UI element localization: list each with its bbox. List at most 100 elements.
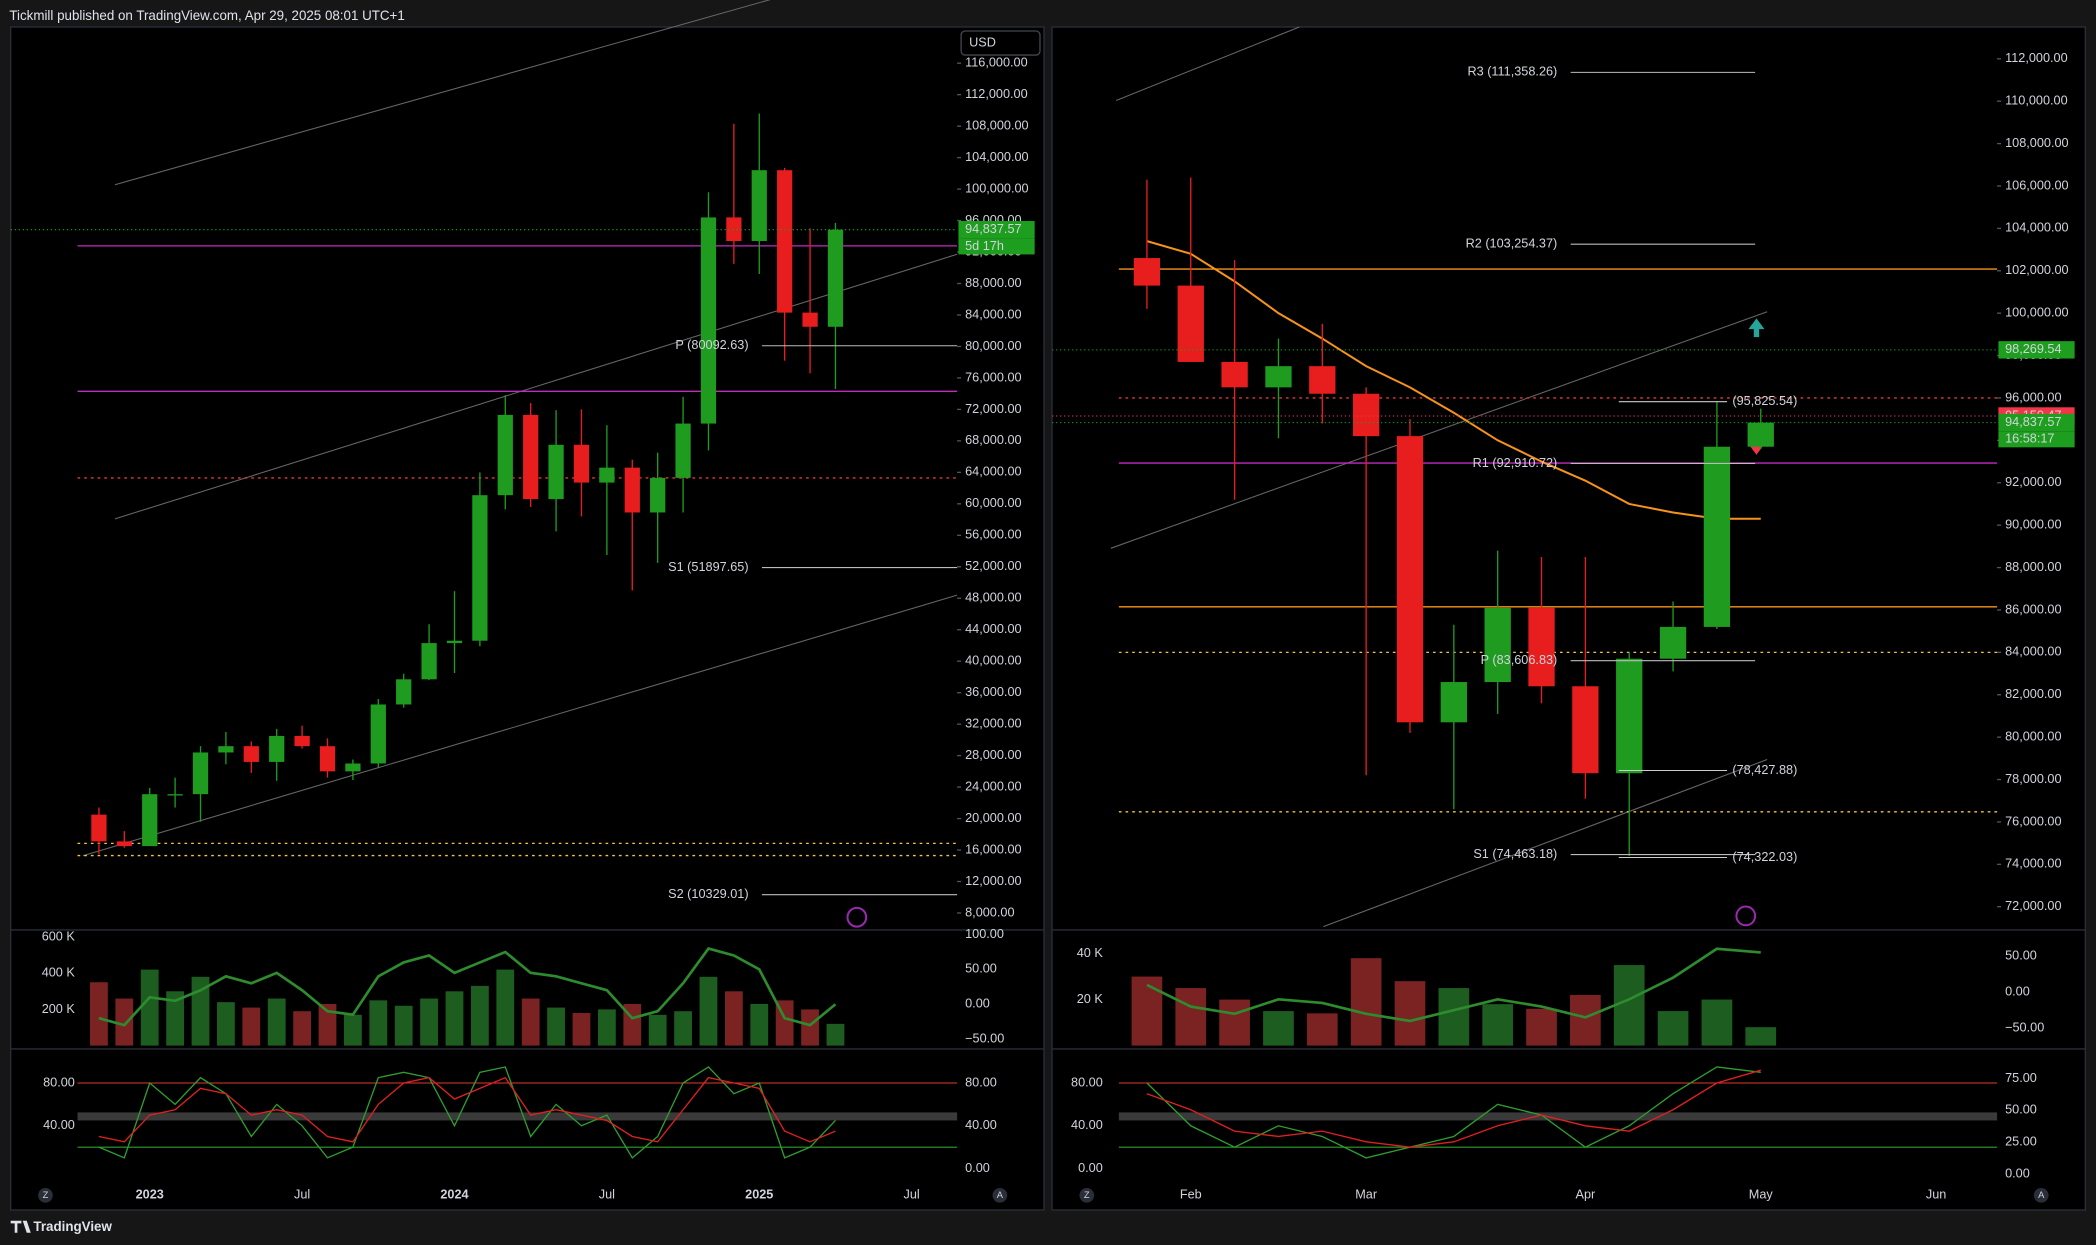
volume-tick-label: 20 K (1077, 992, 1104, 1006)
volume-bar (826, 1023, 845, 1046)
candle-body (1221, 361, 1248, 388)
right-panel (1051, 26, 2086, 1211)
volume-bar (394, 1005, 413, 1046)
candle-body (548, 444, 564, 500)
scale-button[interactable] (1079, 1187, 1095, 1203)
oscillator-tick-label: 0.00 (2005, 1166, 2030, 1180)
y-tick-label: 80,000.00 (2005, 730, 2061, 744)
oscillator-tick-label: 80.00 (965, 1075, 997, 1089)
alert-icon[interactable] (1735, 905, 1757, 927)
candle-body (650, 477, 666, 513)
momentum-line (98, 946, 837, 1027)
candle-body (294, 735, 310, 747)
y-tick-label: 32,000.00 (965, 717, 1021, 731)
volume-bar (166, 991, 185, 1046)
oscillator-tick-label: 40.00 (1071, 1118, 1103, 1132)
scale-button[interactable] (38, 1187, 53, 1203)
y-tick-label: 72,000.00 (965, 402, 1021, 416)
currency-label[interactable]: USD (969, 35, 996, 49)
candle-body (1352, 393, 1380, 437)
price-tag-label: 94,837.57 (965, 222, 1021, 236)
oscillator-line (1146, 1066, 1761, 1159)
volume-bar (1263, 1011, 1294, 1046)
scale-button-label[interactable]: A (2038, 1190, 2045, 1200)
volume-bar (674, 1011, 692, 1046)
candle-body (1747, 422, 1774, 447)
countdown: 5d 17h (965, 239, 1004, 253)
x-tick-label: Jul (599, 1188, 615, 1202)
volume-bar (420, 998, 438, 1046)
volume-bar (648, 1014, 667, 1046)
y-tick-label: 12,000.00 (965, 874, 1021, 888)
candle-body (1659, 626, 1687, 659)
volume-bar (1526, 1008, 1557, 1046)
volume-bar (496, 969, 515, 1046)
candle-body (497, 414, 513, 496)
pivot-label: P (80092.63) (675, 338, 748, 352)
tradingview-logo (10, 1220, 31, 1233)
currency-button[interactable] (960, 30, 1041, 56)
y-tick-label: 112,000.00 (2005, 51, 2068, 65)
oscillator-line (98, 1066, 836, 1159)
volume-bar (1657, 1011, 1689, 1046)
y-tick-label: 16,000.00 (965, 842, 1021, 856)
price-tag-label: 94,837.57 (2005, 415, 2061, 429)
x-tick-label: Feb (1180, 1188, 1202, 1202)
candle-body (269, 735, 285, 762)
oscillator-tick-label: 80.00 (1071, 1075, 1103, 1089)
volume-bar (1701, 999, 1733, 1046)
scale-button-label[interactable]: A (997, 1190, 1004, 1200)
oscillator-tick-label: 0.00 (1078, 1161, 1103, 1175)
y-tick-label: 76,000.00 (965, 370, 1021, 384)
oscillator-tick-label: 40.00 (965, 1118, 997, 1132)
candle-body (1528, 607, 1555, 687)
x-tick-label: 2023 (136, 1188, 164, 1202)
volume-bar (801, 1009, 819, 1046)
candle-body (116, 841, 132, 847)
momentum-tick-label: −50.00 (2005, 1021, 2044, 1035)
y-tick-label: 104,000.00 (965, 150, 1029, 164)
pivot-label: R2 (103,254.37) (1466, 237, 1558, 251)
volume-bar (140, 969, 159, 1046)
x-tick-label: Jul (904, 1188, 920, 1202)
volume-bar (217, 1002, 235, 1046)
price-mark-label: (74,322.03) (1732, 850, 1797, 864)
footer-brand: TradingView (33, 1219, 112, 1234)
y-tick-label: 44,000.00 (965, 622, 1021, 636)
y-tick-label: 108,000.00 (965, 118, 1029, 132)
scale-button-label[interactable]: Z (1084, 1190, 1090, 1200)
oscillator-line (98, 1076, 836, 1143)
candle-body (1440, 682, 1467, 723)
y-tick-label: 28,000.00 (965, 748, 1021, 762)
oscillator-band (1118, 1112, 1998, 1121)
volume-bar (1394, 981, 1426, 1046)
volume-bar (90, 982, 108, 1046)
x-tick-label: Jul (294, 1188, 310, 1202)
alert-icon[interactable] (846, 906, 868, 928)
y-tick-label: 72,000.00 (2005, 899, 2061, 913)
y-tick-label: 20,000.00 (965, 811, 1021, 825)
scale-button[interactable] (992, 1187, 1008, 1203)
candle-body (91, 814, 107, 842)
pivot-label: R3 (111,358.26) (1467, 65, 1557, 79)
y-tick-label: 104,000.00 (2005, 221, 2069, 235)
momentum-tick-label: 100.00 (965, 927, 1004, 941)
y-tick-label: 48,000.00 (965, 591, 1021, 605)
y-tick-label: 82,000.00 (2005, 687, 2061, 701)
volume-bar (445, 991, 464, 1046)
volume-bar (1613, 965, 1645, 1046)
candle-body (1616, 658, 1643, 774)
scale-button[interactable] (2033, 1187, 2049, 1203)
oscillator-band (77, 1112, 958, 1121)
candle-body (827, 229, 844, 327)
volume-bar (521, 998, 540, 1046)
volume-tick-label: 400 K (42, 966, 76, 980)
publish-header: Tickmill published on TradingView.com, A… (9, 8, 404, 23)
candle-body (1265, 366, 1292, 388)
countdown-tag (1998, 431, 2075, 448)
x-tick-label: Mar (1355, 1188, 1378, 1202)
scale-button-label[interactable]: Z (43, 1190, 49, 1200)
moving-average (1146, 240, 1761, 520)
candle-body (751, 170, 767, 242)
y-tick-label: 84,000.00 (2005, 645, 2061, 659)
